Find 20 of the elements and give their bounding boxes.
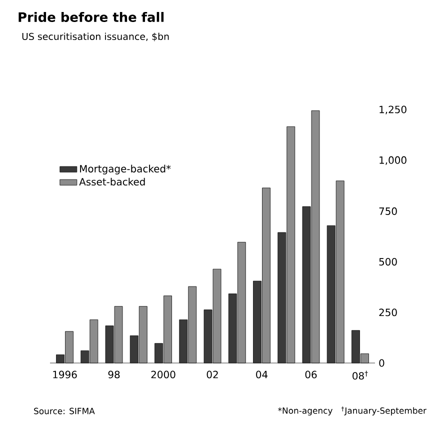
y-tick-label: 0 <box>379 359 384 367</box>
x-tick-label: 04 <box>256 370 268 378</box>
x-tick-label: 08$^{†}$ <box>352 370 368 380</box>
y-tick-label: 1,250 <box>380 106 406 114</box>
y-tick-label: 1,000 <box>380 156 406 165</box>
text: *Non-agency <box>278 407 332 416</box>
x-tick-label: 2000 <box>151 370 176 378</box>
y-tick-label: 250 <box>379 308 397 316</box>
legend-label: Asset-backed <box>79 178 145 186</box>
y-tick-label: 750 <box>379 207 397 215</box>
chart-subtitle: US securitisation issuance, $bn <box>22 32 169 42</box>
source-note: Source: SIFMA <box>34 408 95 414</box>
text: $^{†}$January-September <box>341 406 426 416</box>
y-tick-label: 500 <box>379 258 397 266</box>
x-tick-label: 1996 <box>53 370 77 378</box>
legend-label: Mortgage-backed* <box>80 164 171 174</box>
x-tick-label: 98 <box>108 370 120 378</box>
x-tick-label: 02 <box>206 370 218 378</box>
chart-title: Pride before the fall <box>18 12 164 22</box>
x-tick-label: 06 <box>305 370 317 378</box>
